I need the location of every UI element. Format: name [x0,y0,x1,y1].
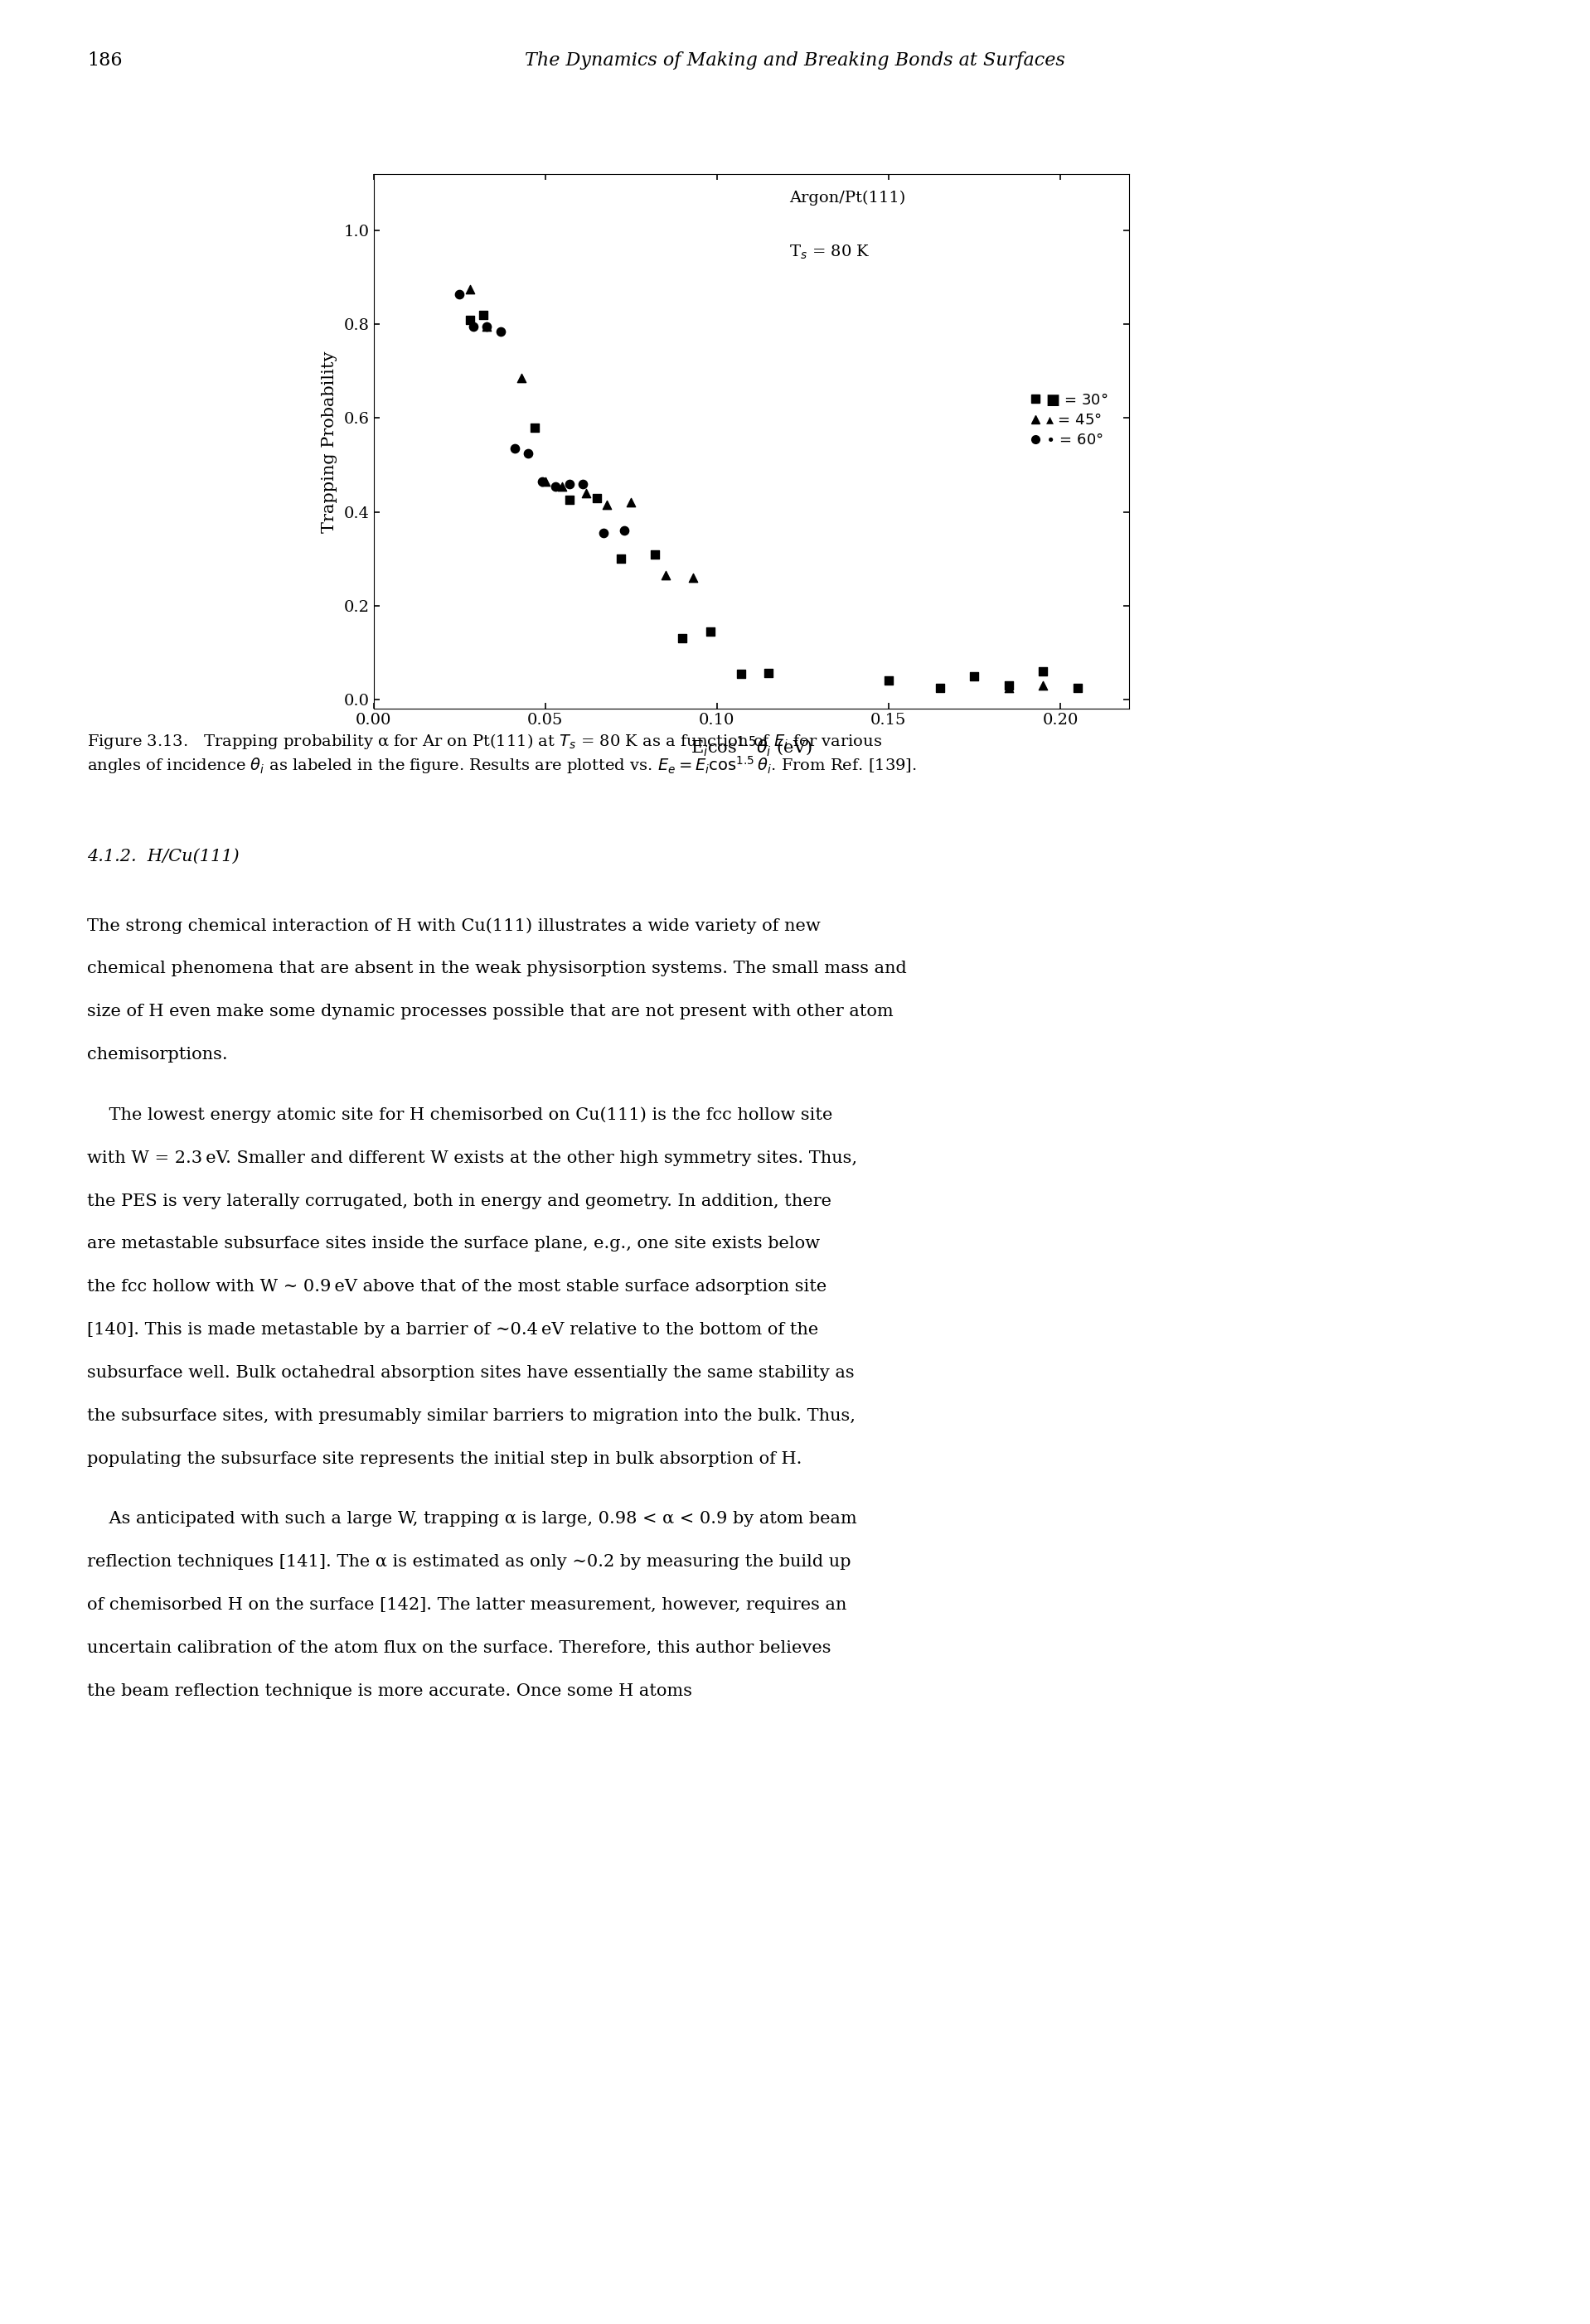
Point [669,621,695,658]
Text: of chemisorbed H on the surface [142]. The latter measurement, however, requires: of chemisorbed H on the surface [142]. T… [87,1597,847,1613]
Point [728,655,754,693]
Point [755,653,781,690]
Point [522,409,547,446]
Point [474,309,499,346]
Text: are metastable subsurface sites inside the surface plane, e.g., one site exists : are metastable subsurface sites inside t… [87,1236,820,1253]
Point [584,479,609,516]
Point [556,465,582,502]
Text: the beam reflection technique is more accurate. Once some H atoms: the beam reflection technique is more ac… [87,1683,693,1699]
Text: the PES is very laterally corrugated, both in energy and geometry. In addition, : the PES is very laterally corrugated, bo… [87,1192,832,1208]
Point [995,669,1021,706]
Text: reflection techniques [141]. The α is estimated as only ∼0.2 by measuring the bu: reflection techniques [141]. The α is es… [87,1555,851,1571]
Text: [140]. This is made metastable by a barrier of ∼0.4 eV relative to the bottom of: [140]. This is made metastable by a barr… [87,1322,819,1339]
Text: the subsurface sites, with presumably similar barriers to migration into the bul: the subsurface sites, with presumably si… [87,1408,855,1425]
Point [927,669,952,706]
Text: As anticipated with such a large W, trapping α is large, 0.98 < α < 0.9 by atom : As anticipated with such a large W, trap… [87,1511,857,1527]
Point [556,481,582,518]
Text: chemical phenomena that are absent in the weak physisorption systems. The small : chemical phenomena that are absent in th… [87,962,908,976]
Point [681,560,706,597]
Point [595,486,620,523]
Point [461,309,487,346]
Point [447,274,472,311]
Text: 4.1.2.  H/Cu(111): 4.1.2. H/Cu(111) [87,848,240,865]
X-axis label: E$_i$cos$^{1.5}$$\theta_i$ (eV): E$_i$cos$^{1.5}$$\theta_i$ (eV) [690,734,812,758]
Point [962,658,987,695]
Text: T$_s$ = 80 K: T$_s$ = 80 K [789,244,870,260]
Point [474,309,499,346]
Point [1030,653,1056,690]
Point [533,462,558,500]
Point [1030,667,1056,704]
Point [619,483,644,521]
Point [876,662,902,700]
Point [471,297,496,335]
Text: subsurface well. Bulk octahedral absorption sites have essentially the same stab: subsurface well. Bulk octahedral absorpt… [87,1364,855,1380]
Text: populating the subsurface site represents the initial step in bulk absorption of: populating the subsurface site represent… [87,1450,803,1466]
Point [607,539,633,576]
Text: the fcc hollow with W ∼ 0.9 eV above that of the most stable surface adsorption : the fcc hollow with W ∼ 0.9 eV above tha… [87,1278,827,1294]
Point [529,462,555,500]
Point [574,474,599,511]
Point [509,360,534,397]
Point [502,430,528,467]
Point [456,302,482,339]
Text: with W = 2.3 eV. Smaller and different W exists at the other high symmetry sites: with W = 2.3 eV. Smaller and different W… [87,1150,857,1167]
Text: Argon/Pt(111): Argon/Pt(111) [789,191,905,205]
Y-axis label: Trapping Probability: Trapping Probability [321,351,337,532]
Text: uncertain calibration of the atom flux on the surface. Therefore, this author be: uncertain calibration of the atom flux o… [87,1641,832,1657]
Point [571,465,596,502]
Text: The lowest energy atomic site for H chemisorbed on Cu(111) is the fcc hollow sit: The lowest energy atomic site for H chem… [87,1106,833,1122]
Text: chemisorptions.: chemisorptions. [87,1046,227,1062]
Text: Figure 3.13.   Trapping probability α for Ar on Pt(111) at $T_s$ = 80 K as a fun: Figure 3.13. Trapping probability α for … [87,732,917,776]
Point [542,467,568,504]
Point [698,614,723,651]
Point [591,514,617,551]
Point [1065,669,1091,706]
Point [488,314,514,351]
Point [515,435,541,472]
Point [550,467,576,504]
Point [995,667,1021,704]
Text: 186: 186 [87,51,122,70]
Point [642,535,668,572]
Text: The Dynamics of Making and Breaking Bonds at Surfaces: The Dynamics of Making and Breaking Bond… [525,51,1065,70]
Point [612,511,638,548]
Legend: $\blacksquare$ = 30°, $\blacktriangle$ = 45°, $\bullet$ = 60°: $\blacksquare$ = 30°, $\blacktriangle$ =… [1024,386,1115,453]
Text: size of H even make some dynamic processes possible that are not present with ot: size of H even make some dynamic process… [87,1004,894,1020]
Point [653,555,679,593]
Text: The strong chemical interaction of H with Cu(111) illustrates a wide variety of : The strong chemical interaction of H wit… [87,918,820,934]
Point [456,270,482,307]
